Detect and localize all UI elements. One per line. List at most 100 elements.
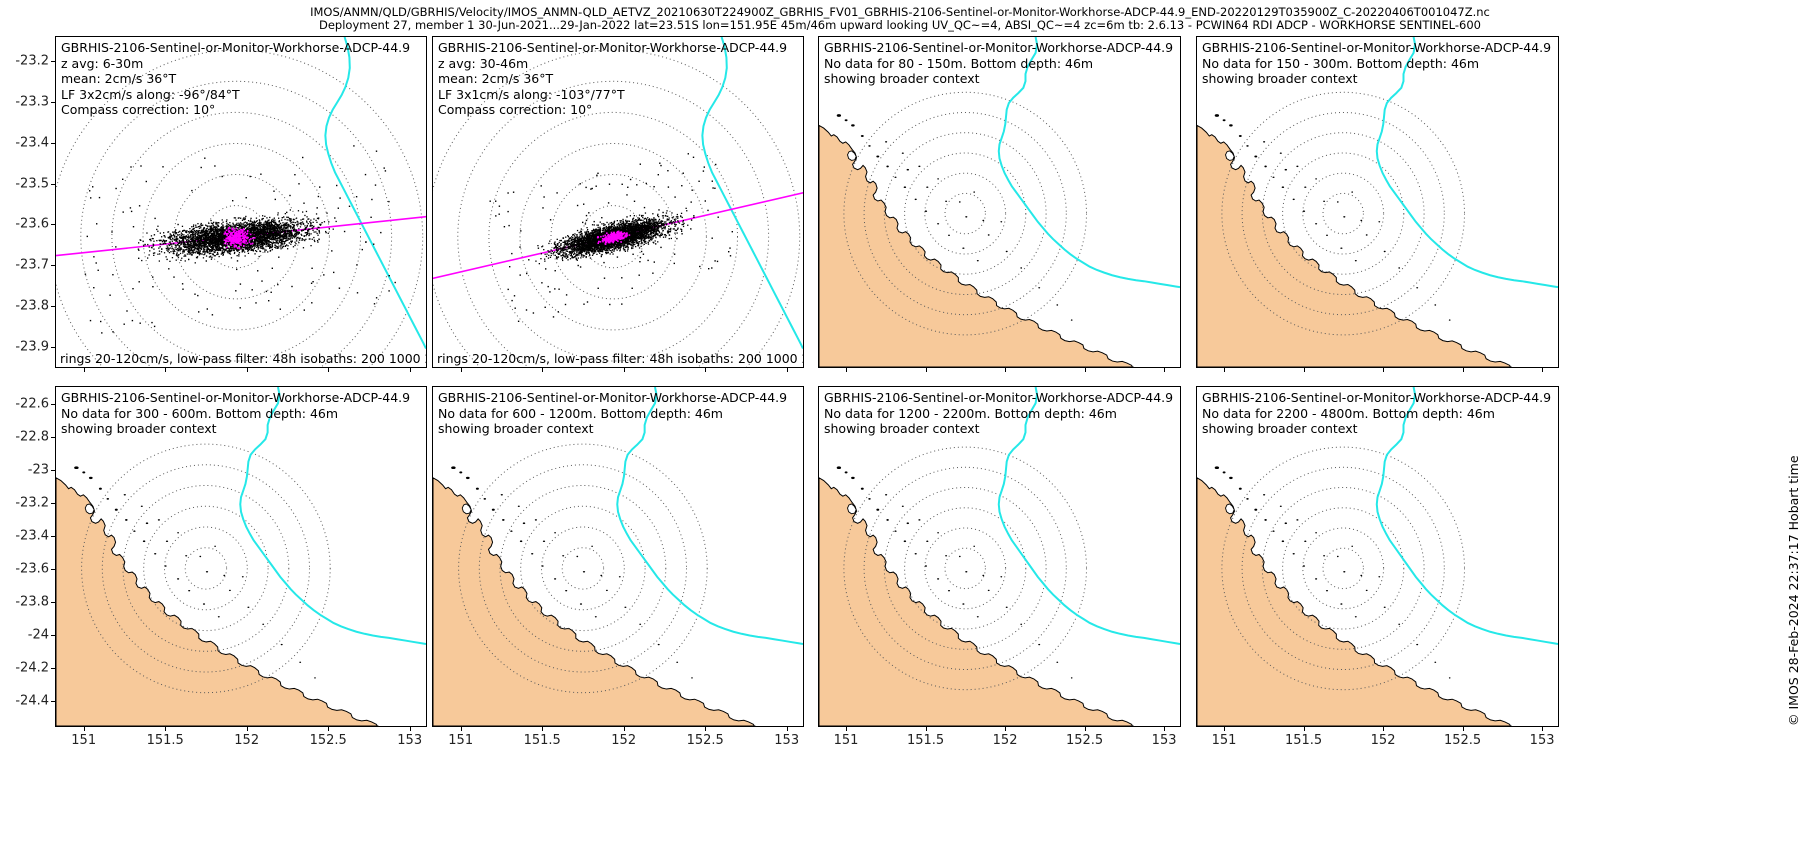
range-ring-80 xyxy=(1261,132,1425,296)
panel-4-plot-area[interactable]: GBRHIS-2106-Sentinel-or-Monitor-Workhors… xyxy=(1197,37,1558,367)
panel-5-ytick-mark xyxy=(51,436,55,438)
reef-island xyxy=(1354,616,1357,618)
panel-1-plot-area[interactable]: GBRHIS-2106-Sentinel-or-Monitor-Workhors… xyxy=(56,37,426,367)
imos-credit-label: © IMOS 28-Feb-2024 22:37:17 Hobart time xyxy=(1786,455,1800,726)
reef-island xyxy=(280,643,283,646)
panel-2-xtick-mark xyxy=(460,368,462,372)
reef-island xyxy=(519,540,523,543)
reef-island xyxy=(1263,494,1266,496)
reef-island xyxy=(262,623,265,625)
panel-3-plot-area[interactable]: GBRHIS-2106-Sentinel-or-Monitor-Workhors… xyxy=(819,37,1180,367)
reef-island xyxy=(491,508,495,511)
panel-7-xtick-mark xyxy=(925,727,927,731)
reef-island xyxy=(1281,186,1285,189)
reef-island xyxy=(958,555,961,558)
panel-8[interactable]: GBRHIS-2106-Sentinel-or-Monitor-Workhors… xyxy=(1196,386,1559,727)
suptitle-line-2: Deployment 27, member 1 30-Jun-2021...29… xyxy=(319,18,1481,32)
reef-island xyxy=(901,505,904,507)
panel-1-ytick-mark xyxy=(51,346,55,348)
reef-island xyxy=(228,589,231,592)
panel-5[interactable]: GBRHIS-2106-Sentinel-or-Monitor-Workhors… xyxy=(55,386,427,727)
panel-2[interactable]: GBRHIS-2106-Sentinel-or-Monitor-Workhors… xyxy=(432,36,804,368)
reef-island xyxy=(1284,168,1288,171)
panel-8-xtick-label: 151 xyxy=(1211,733,1237,748)
panel-6-plot-area[interactable]: GBRHIS-2106-Sentinel-or-Monitor-Workhors… xyxy=(433,387,803,726)
panel-1-ytick-label: -23.4 xyxy=(15,135,49,151)
range-ring-20 xyxy=(944,547,986,590)
reef-island xyxy=(836,114,842,117)
reef-island xyxy=(906,168,910,171)
panel-1-ytick-mark xyxy=(51,265,55,267)
reef-island xyxy=(962,247,965,249)
range-ring-20 xyxy=(561,547,605,590)
bay-inlet xyxy=(847,503,857,515)
reef-island xyxy=(565,590,568,592)
reef-island xyxy=(1005,250,1008,253)
reef-island xyxy=(958,201,961,203)
figure-suptitle: IMOS/ANMN/QLD/GBRHIS/Velocity/IMOS_ANMN-… xyxy=(0,6,1800,32)
reef-island xyxy=(1416,287,1419,289)
panel-7-xtick-mark xyxy=(1164,727,1166,731)
panel-5-ytick-label: -22.8 xyxy=(15,429,49,445)
range-ring-40 xyxy=(1302,172,1385,255)
panel-8-graphic xyxy=(1197,387,1558,726)
range-ring-100 xyxy=(80,80,393,367)
panel-7[interactable]: GBRHIS-2106-Sentinel-or-Monitor-Workhors… xyxy=(818,386,1181,727)
range-ring-40 xyxy=(173,174,299,300)
panel-7-xtick-mark xyxy=(1084,727,1086,731)
panel-4[interactable]: GBRHIS-2106-Sentinel-or-Monitor-Workhors… xyxy=(1196,36,1559,368)
panel-1-xtick-mark xyxy=(328,368,330,372)
reef-island xyxy=(1292,553,1295,555)
reef-island xyxy=(976,260,979,262)
reef-island xyxy=(1434,304,1437,306)
panel-6-xtick-mark xyxy=(542,727,544,731)
panel-5-ytick-label: -24 xyxy=(27,627,49,643)
reef-island xyxy=(945,200,948,202)
reef-island xyxy=(1229,476,1233,480)
panel-6[interactable]: GBRHIS-2106-Sentinel-or-Monitor-Workhors… xyxy=(432,386,804,727)
panel-8-plot-area[interactable]: GBRHIS-2106-Sentinel-or-Monitor-Workhors… xyxy=(1197,387,1558,726)
panel-3[interactable]: GBRHIS-2106-Sentinel-or-Monitor-Workhors… xyxy=(818,36,1181,368)
reef-island xyxy=(851,124,855,127)
panel-7-xtick-label: 152.5 xyxy=(1065,733,1104,748)
range-ring-100 xyxy=(1241,112,1445,316)
reef-island xyxy=(459,471,463,474)
land-polygon xyxy=(433,477,756,726)
panel-1[interactable]: GBRHIS-2106-Sentinel-or-Monitor-Workhors… xyxy=(55,36,427,368)
panel-3-graphic xyxy=(819,37,1180,367)
reef-island xyxy=(517,505,520,507)
reef-island xyxy=(579,603,583,605)
reef-island xyxy=(1005,606,1008,608)
reef-island xyxy=(154,553,157,555)
reef-island xyxy=(98,487,102,490)
panel-5-plot-area[interactable]: GBRHIS-2106-Sentinel-or-Monitor-Workhors… xyxy=(56,387,426,726)
panel-8-xtick-mark xyxy=(1542,727,1544,731)
panel-5-ytick-label: -23.2 xyxy=(15,495,49,511)
reef-island xyxy=(1214,466,1220,470)
panel-5-ytick-label: -24.2 xyxy=(15,660,49,676)
reef-island xyxy=(1323,555,1326,557)
range-ring-80 xyxy=(111,111,361,362)
panel-7-xtick-mark xyxy=(846,727,848,731)
reef-island xyxy=(1000,221,1003,223)
reef-island xyxy=(1263,141,1266,143)
panel-3-xtick-mark xyxy=(1005,368,1007,372)
reef-island xyxy=(926,186,929,188)
reef-island xyxy=(1360,574,1363,577)
reef-island xyxy=(1254,155,1258,158)
panel-2-plot-area[interactable]: GBRHIS-2106-Sentinel-or-Monitor-Workhors… xyxy=(433,37,803,367)
isobath-200m xyxy=(324,37,426,349)
panel-5-xtick-mark xyxy=(165,727,167,731)
reef-island xyxy=(451,466,456,470)
panel-7-plot-area[interactable]: GBRHIS-2106-Sentinel-or-Monitor-Workhors… xyxy=(819,387,1180,726)
panel-5-xtick-mark xyxy=(83,727,85,731)
range-ring-120 xyxy=(843,91,1087,336)
reef-island xyxy=(188,590,191,592)
reef-island xyxy=(1292,198,1295,201)
reef-island xyxy=(1343,571,1346,573)
reef-island xyxy=(1272,530,1275,532)
panel-6-xtick-mark xyxy=(623,727,625,731)
panel-7-xtick-label: 151 xyxy=(833,733,859,748)
panel-5-ytick-label: -22.6 xyxy=(15,396,49,412)
reef-island xyxy=(1281,540,1285,543)
